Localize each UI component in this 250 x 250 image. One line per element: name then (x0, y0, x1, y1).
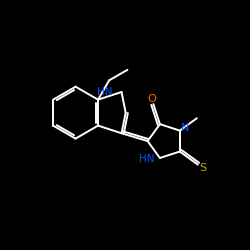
Text: N: N (181, 123, 190, 133)
Text: O: O (147, 94, 156, 104)
Text: HN: HN (98, 87, 113, 97)
Text: S: S (199, 163, 206, 173)
Text: HN: HN (140, 154, 155, 164)
